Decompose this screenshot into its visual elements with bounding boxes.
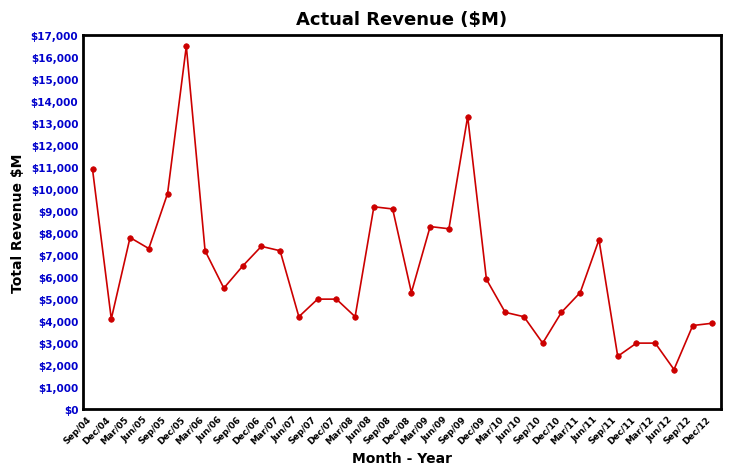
Title: Actual Revenue ($M): Actual Revenue ($M) <box>296 11 507 29</box>
Y-axis label: Total Revenue $M: Total Revenue $M <box>11 153 25 292</box>
X-axis label: Month - Year: Month - Year <box>352 451 452 465</box>
